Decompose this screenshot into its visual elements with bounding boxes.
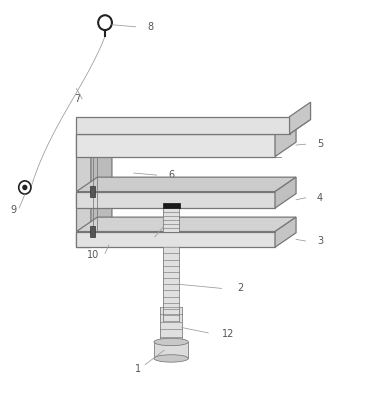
Polygon shape bbox=[76, 134, 275, 157]
Text: 6: 6 bbox=[168, 170, 174, 180]
Text: 4: 4 bbox=[317, 193, 323, 203]
Polygon shape bbox=[76, 119, 311, 134]
Polygon shape bbox=[76, 134, 91, 247]
Polygon shape bbox=[76, 232, 275, 247]
Text: 2: 2 bbox=[237, 283, 243, 293]
Text: 11: 11 bbox=[133, 234, 145, 244]
Text: 7: 7 bbox=[74, 94, 80, 104]
Polygon shape bbox=[160, 307, 182, 344]
Polygon shape bbox=[76, 177, 296, 192]
Text: 9: 9 bbox=[10, 205, 16, 215]
Polygon shape bbox=[76, 192, 275, 208]
Text: 3: 3 bbox=[317, 236, 323, 246]
Text: 10: 10 bbox=[87, 250, 99, 260]
Polygon shape bbox=[91, 119, 112, 247]
Ellipse shape bbox=[154, 355, 188, 362]
Ellipse shape bbox=[154, 338, 188, 346]
Text: 1: 1 bbox=[134, 364, 141, 374]
Polygon shape bbox=[275, 217, 296, 247]
Circle shape bbox=[23, 185, 27, 190]
Polygon shape bbox=[76, 119, 112, 134]
Polygon shape bbox=[275, 177, 296, 208]
Polygon shape bbox=[163, 247, 179, 321]
Polygon shape bbox=[275, 119, 296, 157]
Polygon shape bbox=[76, 217, 296, 232]
Polygon shape bbox=[76, 119, 296, 134]
Bar bbox=[90, 186, 95, 197]
Polygon shape bbox=[290, 102, 311, 134]
Text: 8: 8 bbox=[147, 22, 153, 32]
Polygon shape bbox=[76, 117, 290, 134]
Text: 12: 12 bbox=[222, 329, 234, 339]
Bar bbox=[90, 227, 95, 236]
Text: 5: 5 bbox=[317, 139, 323, 149]
Polygon shape bbox=[154, 342, 188, 358]
Polygon shape bbox=[163, 203, 180, 208]
Polygon shape bbox=[163, 208, 179, 232]
